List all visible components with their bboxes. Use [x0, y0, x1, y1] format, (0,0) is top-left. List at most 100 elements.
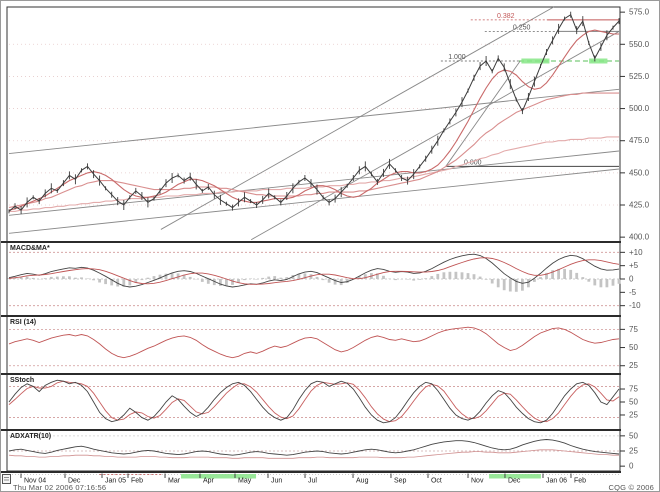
macd-histogram-bar — [569, 269, 573, 279]
macd-histogram-bar — [472, 274, 476, 279]
macd-histogram-bar — [104, 279, 107, 285]
fib-level-label: 0.382 — [497, 13, 515, 20]
macd-histogram-bar — [231, 279, 234, 285]
macd-histogram-bar — [424, 278, 428, 279]
trendline[interactable] — [250, 31, 620, 241]
panel-divider[interactable] — [1, 373, 621, 375]
x-axis-month-label[interactable]: Feb — [131, 478, 143, 485]
macd-histogram-bar — [406, 279, 409, 280]
macd-histogram-bar — [315, 276, 319, 279]
macd-histogram-bar — [116, 279, 120, 287]
macd-histogram-bar — [122, 279, 126, 287]
macd-histogram-bar — [448, 271, 452, 279]
adx-series-adx — [8, 439, 620, 456]
macd-histogram-bar — [49, 276, 53, 279]
macd-histogram-bar — [502, 279, 506, 291]
trendline[interactable] — [8, 150, 620, 216]
x-axis-month-label[interactable]: Apr — [203, 478, 215, 485]
x-axis-month-label[interactable]: Dec — [68, 478, 81, 485]
macd-histogram-bar — [605, 279, 609, 288]
macd-histogram-bar — [345, 279, 349, 283]
macd-histogram-bar — [80, 277, 83, 279]
macd-histogram-bar — [55, 276, 59, 279]
x-axis-month-label[interactable]: Dec — [508, 478, 521, 485]
macd-histogram-bar — [249, 278, 252, 279]
trendline[interactable] — [8, 168, 620, 234]
y-axis-tick-label: +5 — [629, 261, 639, 270]
macd-histogram-bar — [297, 273, 301, 279]
macd-histogram-bar — [521, 279, 524, 291]
y-axis-tick-label: 400.0 — [629, 233, 650, 242]
macd-histogram-bar — [98, 279, 101, 283]
macd-histogram-bar — [533, 279, 536, 282]
x-axis-green-segment — [489, 474, 541, 479]
x-axis-month-label[interactable]: Oct — [431, 478, 442, 485]
trendline[interactable] — [445, 60, 521, 167]
macd-histogram-bar — [279, 277, 283, 279]
macd-histogram-bar — [539, 277, 542, 279]
footer-timestamp: Thu Mar 02 2006 07:16:56 — [13, 483, 107, 492]
fib-level-label: 1.000 — [448, 54, 466, 61]
macd-histogram-bar — [599, 279, 603, 288]
macd-histogram-bar — [436, 273, 440, 279]
trendline[interactable] — [8, 88, 620, 155]
x-axis-month-label[interactable]: May — [238, 478, 252, 485]
y-axis-tick-label: 450.0 — [629, 168, 650, 177]
macd-histogram-bar — [545, 272, 548, 279]
x-axis-month-label[interactable]: Jan 06 — [546, 478, 567, 485]
macd-histogram-bar — [587, 279, 591, 282]
macd-histogram-bar — [146, 277, 150, 279]
macd-histogram-bar — [557, 268, 560, 279]
macd-histogram-bar — [575, 272, 579, 279]
x-axis-month-label[interactable]: Jun — [271, 478, 282, 485]
panel-label-macd: MACD&MA* — [10, 245, 50, 252]
y-axis-tick-label: 25 — [629, 410, 638, 419]
footer-copyright: CQG © 2006 — [608, 483, 654, 492]
y-axis-tick-label: +10 — [629, 248, 643, 257]
macd-histogram-bar — [394, 279, 397, 281]
macd-histogram-bar — [200, 279, 204, 282]
x-axis-month-label[interactable]: Mar — [168, 478, 181, 485]
fib-level-label: 0.250 — [513, 24, 531, 31]
panel-divider[interactable] — [1, 471, 621, 473]
macd-histogram-bar — [267, 276, 271, 279]
macd-histogram-bar — [237, 279, 240, 283]
y-axis-tick-label: 475.0 — [629, 136, 650, 145]
macd-histogram-bar — [527, 279, 530, 288]
rsi-series-rsi — [8, 326, 620, 359]
panel-divider[interactable] — [1, 241, 621, 243]
macd-histogram-bar — [219, 279, 222, 286]
x-axis-month-label[interactable]: Nov 04 — [24, 478, 46, 485]
macd-histogram-bar — [508, 279, 512, 292]
x-axis-month-label[interactable]: Aug — [356, 478, 369, 485]
panel-divider[interactable] — [1, 315, 621, 317]
x-axis-month-label[interactable]: Jan 05 — [105, 478, 126, 485]
macd-histogram-bar — [617, 279, 621, 284]
macd-histogram-bar — [496, 279, 500, 288]
macd-histogram-bar — [140, 279, 144, 281]
y-axis-tick-label: 50 — [629, 343, 638, 352]
x-axis-month-label[interactable]: Jul — [308, 478, 317, 485]
macd-histogram-bar — [484, 279, 488, 280]
macd-series-macd-signal — [8, 257, 620, 285]
macd-histogram-bar — [327, 279, 331, 283]
panel-divider[interactable] — [1, 429, 621, 431]
macd-histogram-bar — [152, 276, 156, 279]
x-axis-month-label[interactable]: Nov — [471, 478, 484, 485]
macd-histogram-bar — [418, 279, 422, 280]
x-axis-month-label[interactable]: Feb — [574, 478, 586, 485]
y-axis-tick-label: 0 — [629, 462, 634, 471]
y-axis-tick-label: 525.0 — [629, 72, 650, 81]
axis-page-icon[interactable] — [2, 474, 11, 484]
y-axis-tick-label: 25 — [629, 361, 638, 370]
price-series-price — [8, 13, 620, 212]
macd-histogram-bar — [321, 279, 325, 281]
y-axis-tick-label: 75 — [629, 385, 638, 394]
macd-histogram-bar — [255, 279, 258, 280]
x-axis-month-label[interactable]: Sep — [394, 478, 407, 485]
y-axis-tick-label: -10 — [629, 301, 641, 310]
macd-histogram-bar — [170, 273, 174, 279]
macd-histogram-bar — [514, 279, 518, 292]
macd-histogram-bar — [7, 278, 11, 279]
